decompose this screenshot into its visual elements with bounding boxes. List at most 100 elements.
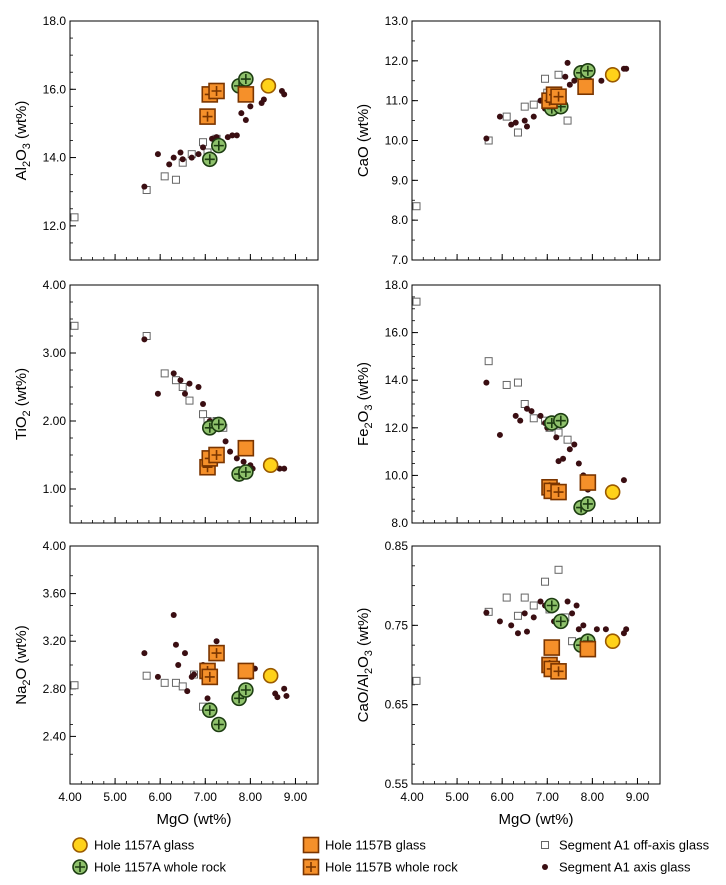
data-point-offaxis xyxy=(484,357,493,366)
legend-label: Segment A1 axis glass xyxy=(559,860,691,875)
data-point-axis xyxy=(240,458,247,465)
plot-frame xyxy=(69,20,319,261)
data-point-axis xyxy=(496,431,503,438)
data-point-offaxis xyxy=(520,102,529,111)
x-tick-label: 5.00 xyxy=(445,790,469,804)
y-tick-label: 2.00 xyxy=(43,414,67,428)
panel-na2o: 4.00 3.60 3.20 2.80 2.40 4.00 5.00 6.00 7.00 8.00… xyxy=(13,539,319,828)
data-point-wr_1157B xyxy=(550,663,567,680)
data-point-glass_1157B xyxy=(579,474,597,491)
marker-cross xyxy=(582,498,593,509)
y-tick-label: 8.0 xyxy=(391,516,408,530)
data-point-axis xyxy=(623,65,630,72)
legend-label: Hole 1157A whole rock xyxy=(94,860,227,875)
y-tick-label: 3.00 xyxy=(43,346,67,360)
legend: Hole 1157A glass Hole 1157A whole rock Hol… xyxy=(72,836,710,876)
marker-cross xyxy=(240,74,251,85)
data-point-offaxis xyxy=(185,396,194,405)
data-point-glass_1157A xyxy=(604,633,621,650)
data-point-wr_1157A xyxy=(580,496,596,512)
data-point-axis xyxy=(224,134,231,141)
y-axis-label: TiO2 (wt%) xyxy=(13,368,33,440)
data-point-offaxis xyxy=(160,678,169,687)
data-point-axis xyxy=(512,119,519,126)
data-point-wr_1157B xyxy=(550,483,567,501)
y-tick-label: 16.0 xyxy=(43,82,67,96)
data-point-axis xyxy=(172,641,179,648)
data-point-axis xyxy=(517,417,524,424)
data-point-axis xyxy=(564,59,571,66)
data-point-axis xyxy=(598,77,605,84)
data-point-axis xyxy=(281,685,288,692)
y-tick-label: 9.0 xyxy=(391,173,408,187)
data-point-offaxis xyxy=(412,676,421,685)
marker-cross xyxy=(546,600,557,611)
data-point-axis xyxy=(623,626,630,633)
data-point-wr_1157A xyxy=(580,62,596,79)
y-axis-label-part: Na xyxy=(13,685,30,705)
y-axis-label-part: 3 xyxy=(363,650,375,656)
data-point-axis xyxy=(283,692,290,699)
y-tick-label: 3.20 xyxy=(43,634,67,648)
data-point-offaxis xyxy=(199,410,208,419)
data-point-axis xyxy=(530,113,537,120)
data-point-axis xyxy=(274,694,281,701)
marker-cross xyxy=(555,616,566,627)
dot-icon xyxy=(542,864,548,870)
data-point-offaxis xyxy=(529,414,538,423)
y-axis-label-part: Fe xyxy=(355,428,372,446)
data-point-axis xyxy=(188,154,195,161)
data-point-offaxis xyxy=(502,593,511,602)
y-tick-label: 11.0 xyxy=(386,94,409,108)
data-point-offaxis xyxy=(70,681,79,690)
y-tick-label: 0.75 xyxy=(385,618,409,632)
data-point-offaxis xyxy=(529,601,538,610)
marker-cross xyxy=(211,85,222,96)
data-point-wr_1157B xyxy=(550,88,567,105)
marker-cross xyxy=(240,467,251,477)
data-point-axis xyxy=(523,628,530,635)
data-point-axis xyxy=(523,405,530,412)
data-point-axis xyxy=(512,412,519,419)
data-point-glass_1157B xyxy=(237,86,255,103)
data-point-axis xyxy=(141,183,148,190)
data-point-axis xyxy=(141,336,148,343)
y-axis-label-part: 2 xyxy=(21,679,33,685)
data-point-wr_1157A xyxy=(201,702,218,719)
plot-frame xyxy=(69,545,319,785)
data-point-axis xyxy=(213,638,220,645)
data-point-offaxis xyxy=(70,213,79,222)
y-tick-label: 12.0 xyxy=(43,219,67,233)
data-point-axis xyxy=(620,477,627,484)
data-point-axis xyxy=(530,614,537,621)
y-axis-label: CaO (wt%) xyxy=(355,104,372,177)
y-tick-label: 10.0 xyxy=(385,134,409,148)
y-tick-label: 8.0 xyxy=(391,213,408,227)
marker-cross xyxy=(211,648,222,659)
data-point-axis xyxy=(483,135,490,142)
legend-item-glass_1157B: Hole 1157B glass xyxy=(302,836,426,854)
data-point-axis xyxy=(560,455,567,462)
data-point-wr_1157B xyxy=(208,644,225,662)
legend-label: Hole 1157B whole rock xyxy=(325,860,458,875)
data-point-axis xyxy=(573,602,580,609)
data-point-glass_1157B xyxy=(237,439,255,457)
data-point-axis xyxy=(562,73,569,80)
data-point-axis xyxy=(281,465,288,472)
data-point-axis xyxy=(141,650,148,657)
data-point-axis xyxy=(154,673,161,680)
y-tick-label: 10.0 xyxy=(385,468,409,482)
y-tick-label: 18.0 xyxy=(385,278,409,292)
x-tick-label: 7.00 xyxy=(536,790,560,804)
y-tick-label: 13.0 xyxy=(385,14,409,28)
y-tick-label: 0.85 xyxy=(385,539,409,553)
x-tick-label: 9.00 xyxy=(284,790,308,804)
data-point-glass_1157B xyxy=(543,639,561,656)
y-axis-label-part: 2 xyxy=(363,668,375,674)
x-tick-label: 8.00 xyxy=(581,790,605,804)
panel-tio2: 4.00 3.00 2.00 1.00 TiO2 (wt%) xyxy=(13,278,319,524)
x-tick-label: 6.00 xyxy=(149,790,173,804)
data-point-offaxis xyxy=(142,671,151,680)
x-axis-label: MgO (wt%) xyxy=(499,811,574,828)
